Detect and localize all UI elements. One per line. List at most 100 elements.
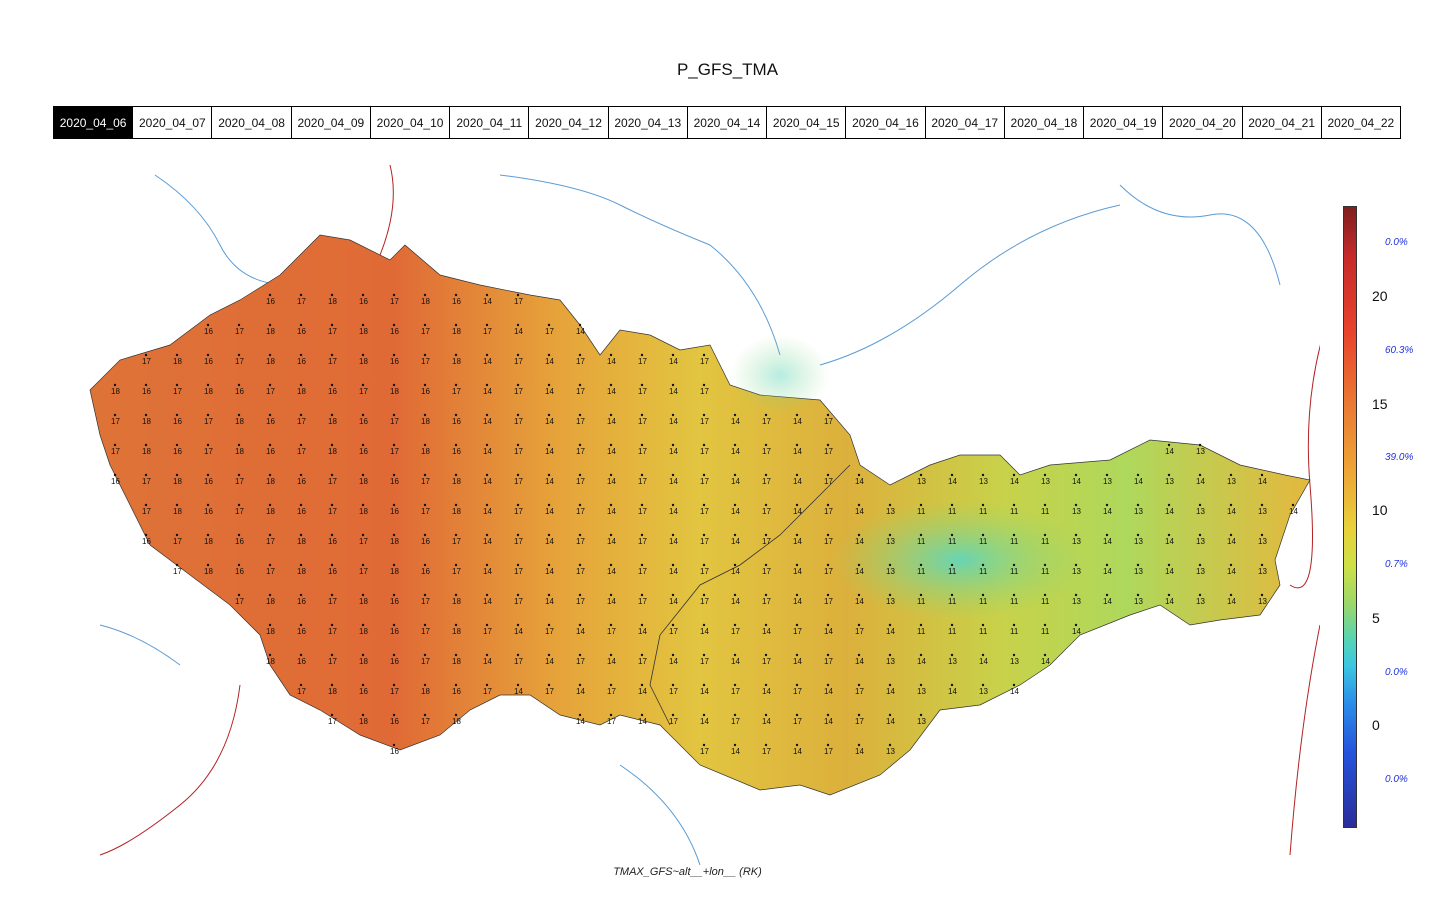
station-label: 17 xyxy=(328,717,337,726)
station-label: 14 xyxy=(545,447,554,456)
station-label: 11 xyxy=(948,597,957,606)
station-dot xyxy=(423,293,427,297)
station-label: 16 xyxy=(452,687,461,696)
station-dot xyxy=(237,413,241,417)
station-label: 13 xyxy=(1010,657,1019,666)
station-dot xyxy=(361,563,365,567)
station-dot xyxy=(454,323,458,327)
station-label: 17 xyxy=(576,657,585,666)
station-dot xyxy=(888,743,892,747)
station-dot xyxy=(702,413,706,417)
station-label: 17 xyxy=(824,477,833,486)
station-dot xyxy=(1260,593,1264,597)
station-dot xyxy=(454,293,458,297)
station-dot xyxy=(1198,473,1202,477)
tab-2020_04_07[interactable]: 2020_04_07 xyxy=(133,107,213,138)
station-dot xyxy=(640,683,644,687)
station-label: 14 xyxy=(607,567,616,576)
station-dot xyxy=(1229,533,1233,537)
station-dot xyxy=(578,323,582,327)
station-label: 16 xyxy=(328,537,337,546)
station-dot xyxy=(640,473,644,477)
station-dot xyxy=(640,353,644,357)
tab-2020_04_22[interactable]: 2020_04_22 xyxy=(1321,107,1400,138)
station-dot xyxy=(578,563,582,567)
tab-2020_04_16[interactable]: 2020_04_16 xyxy=(846,107,926,138)
station-dot xyxy=(206,563,210,567)
station-label: 11 xyxy=(917,567,926,576)
station-dot xyxy=(175,533,179,537)
tab-2020_04_17[interactable]: 2020_04_17 xyxy=(925,107,1005,138)
station-dot xyxy=(392,383,396,387)
station-dot xyxy=(423,623,427,627)
tab-2020_04_10[interactable]: 2020_04_10 xyxy=(370,107,451,138)
station-dot xyxy=(826,503,830,507)
station-dot xyxy=(268,383,272,387)
tab-2020_04_11[interactable]: 2020_04_11 xyxy=(450,107,530,138)
station-label: 18 xyxy=(266,597,275,606)
station-dot xyxy=(268,563,272,567)
station-label: 11 xyxy=(979,537,988,546)
tab-2020_04_06[interactable]: 2020_04_06 xyxy=(54,107,134,138)
station-dot xyxy=(454,683,458,687)
station-dot xyxy=(392,323,396,327)
station-dot xyxy=(981,563,985,567)
colorbar-percent: 0.0% xyxy=(1385,774,1408,785)
colorbar-percent: 60.3% xyxy=(1385,345,1414,356)
station-dot xyxy=(888,653,892,657)
station-dot xyxy=(857,683,861,687)
station-label: 17 xyxy=(390,687,399,696)
station-dot xyxy=(299,293,303,297)
station-dot xyxy=(1012,683,1016,687)
tab-2020_04_09[interactable]: 2020_04_09 xyxy=(291,107,371,138)
tab-2020_04_13[interactable]: 2020_04_13 xyxy=(608,107,688,138)
tab-2020_04_18[interactable]: 2020_04_18 xyxy=(1004,107,1085,138)
station-label: 17 xyxy=(576,477,585,486)
station-dot xyxy=(764,473,768,477)
station-dot xyxy=(206,323,210,327)
station-dot xyxy=(609,443,613,447)
station-label: 14 xyxy=(638,687,647,696)
station-label: 16 xyxy=(390,747,399,756)
station-dot xyxy=(547,623,551,627)
station-dot xyxy=(423,683,427,687)
station-dot xyxy=(733,443,737,447)
station-dot xyxy=(981,593,985,597)
station-label: 14 xyxy=(607,417,616,426)
tab-2020_04_15[interactable]: 2020_04_15 xyxy=(767,107,847,138)
station-label: 17 xyxy=(576,387,585,396)
station-dot xyxy=(702,743,706,747)
station-label: 14 xyxy=(669,357,678,366)
station-label: 17 xyxy=(328,477,337,486)
station-dot xyxy=(485,533,489,537)
tab-2020_04_08[interactable]: 2020_04_08 xyxy=(212,107,292,138)
station-label: 14 xyxy=(824,627,833,636)
tab-2020_04_12[interactable]: 2020_04_12 xyxy=(529,107,609,138)
station-label: 14 xyxy=(576,717,585,726)
station-label: 17 xyxy=(235,477,244,486)
tab-2020_04_21[interactable]: 2020_04_21 xyxy=(1242,107,1322,138)
tab-2020_04_19[interactable]: 2020_04_19 xyxy=(1084,107,1164,138)
station-label: 17 xyxy=(173,567,182,576)
station-label: 17 xyxy=(421,507,430,516)
station-dot xyxy=(299,683,303,687)
station-dot xyxy=(702,443,706,447)
station-dot xyxy=(175,503,179,507)
station-label: 14 xyxy=(793,597,802,606)
station-dot xyxy=(733,593,737,597)
station-label: 18 xyxy=(359,357,368,366)
station-label: 13 xyxy=(979,687,988,696)
station-dot xyxy=(578,473,582,477)
station-dot xyxy=(423,713,427,717)
tab-2020_04_20[interactable]: 2020_04_20 xyxy=(1163,107,1243,138)
station-dot xyxy=(144,413,148,417)
station-dot xyxy=(671,383,675,387)
station-label: 14 xyxy=(669,537,678,546)
station-dot xyxy=(1167,533,1171,537)
station-dot xyxy=(826,443,830,447)
station-dot xyxy=(1291,503,1295,507)
station-dot xyxy=(578,653,582,657)
tab-2020_04_14[interactable]: 2020_04_14 xyxy=(687,107,768,138)
station-label: 14 xyxy=(545,387,554,396)
station-label: 17 xyxy=(700,477,709,486)
